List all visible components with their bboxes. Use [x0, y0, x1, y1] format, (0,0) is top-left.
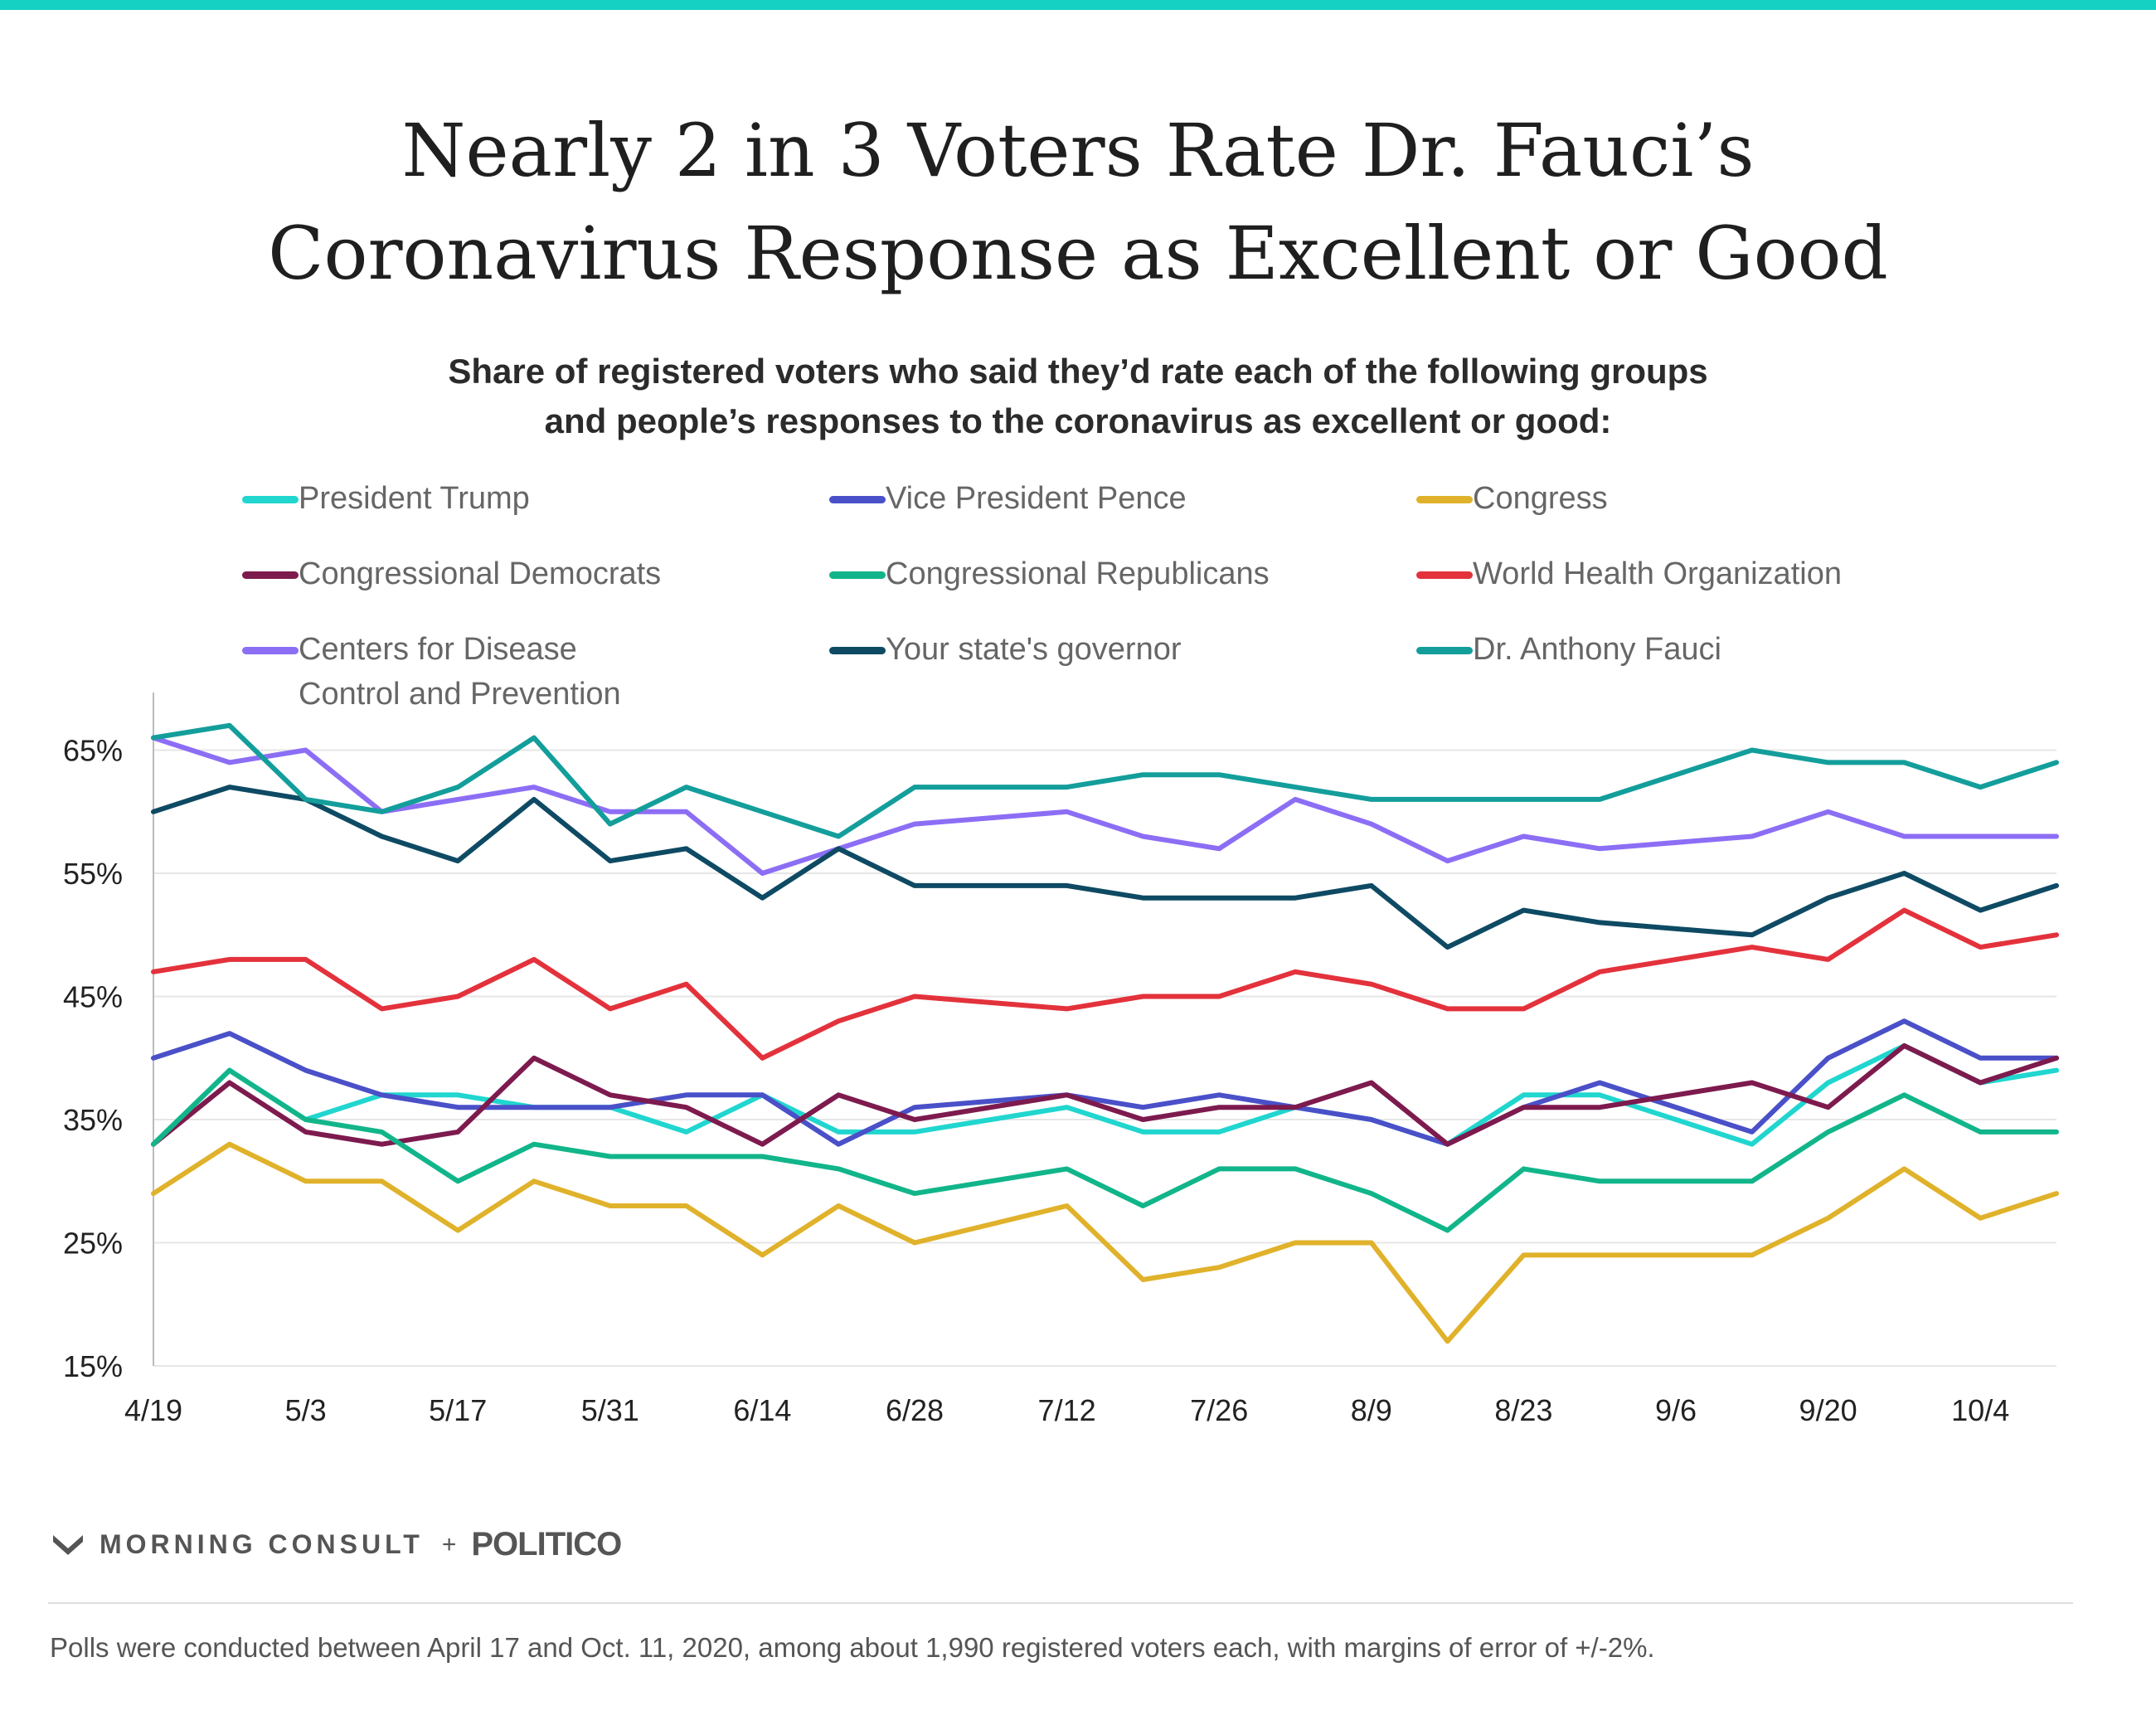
legend-label: Congressional Republicans	[886, 556, 1270, 591]
series-line-4	[151, 1067, 2059, 1233]
series-line-3	[151, 1042, 2059, 1147]
title-line-1: Nearly 2 in 3 Voters Rate Dr. Fauci’s	[401, 108, 1755, 193]
x-tick-label: 6/14	[733, 1393, 791, 1427]
x-tick-label: 5/31	[581, 1393, 639, 1427]
series-line-8	[151, 722, 2059, 839]
footnote: Polls were conducted between April 17 an…	[50, 1632, 1655, 1663]
legend-item-congress: Congress	[1416, 476, 1608, 521]
chart-subtitle: Share of registered voters who said they…	[0, 347, 2156, 446]
x-tick-label: 5/3	[285, 1393, 327, 1427]
legend-swatch	[242, 647, 299, 654]
x-axis-ticks: 4/19 5/3 5/17 5/31 6/14 6/28 7/12 7/26 8/9 8/23 9/…	[124, 1393, 2009, 1427]
y-axis-ticks: 15% 25% 35% 45% 55% 65%	[63, 734, 123, 1384]
x-tick-label: 5/17	[429, 1393, 487, 1427]
legend-label: Centers for Disease Control and Preventi…	[299, 632, 621, 712]
x-tick-label: 7/26	[1190, 1393, 1248, 1427]
x-tick-label: 7/12	[1038, 1393, 1096, 1427]
y-tick-label: 25%	[63, 1227, 123, 1261]
y-tick-label: 45%	[63, 980, 123, 1014]
title-line-2: Coronavirus Response as Excellent or Goo…	[268, 211, 1888, 296]
legend-swatch	[242, 496, 299, 503]
legend-item-trump: President Trump	[242, 476, 530, 521]
morning-consult-wordmark: MORNING CONSULT	[100, 1529, 424, 1559]
legend-swatch	[1416, 571, 1473, 579]
series-line-2	[151, 1141, 2059, 1344]
legend-item-governor: Your state's governor	[829, 627, 1182, 672]
politico-wordmark: POLITICO	[471, 1526, 622, 1562]
brand-footer: MORNING CONSULT + POLITICO	[51, 1526, 622, 1563]
legend-label: World Health Organization	[1473, 556, 1842, 591]
legend-item-republicans: Congressional Republicans	[829, 552, 1270, 596]
series-line-6	[151, 735, 2059, 876]
legend-item-cdc: Centers for Disease Control and Preventi…	[242, 627, 663, 717]
top-accent-bar	[0, 0, 2156, 10]
y-tick-label: 35%	[63, 1103, 123, 1137]
series-line-5	[151, 907, 2059, 1061]
chart-title: Nearly 2 in 3 Voters Rate Dr. Fauci’s Co…	[0, 100, 2156, 305]
series-lines	[151, 722, 2059, 1344]
morning-consult-logo-icon	[53, 1534, 83, 1555]
footer-divider	[48, 1602, 2073, 1604]
x-tick-label: 9/6	[1655, 1393, 1697, 1427]
x-tick-label: 9/20	[1799, 1393, 1857, 1427]
legend-item-democrats: Congressional Democrats	[242, 552, 661, 596]
legend-item-fauci: Dr. Anthony Fauci	[1416, 627, 1721, 672]
y-tick-label: 65%	[63, 734, 123, 768]
legend-swatch	[1416, 647, 1473, 654]
legend-item-pence: Vice President Pence	[829, 476, 1187, 521]
legend-swatch	[829, 571, 886, 579]
legend-label: Dr. Anthony Fauci	[1473, 632, 1721, 667]
legend-label: President Trump	[299, 481, 530, 516]
x-tick-label: 8/9	[1351, 1393, 1392, 1427]
legend-swatch	[829, 496, 886, 503]
line-chart: 15% 25% 35% 45% 55% 65% 4/19 5/3 5/17 5/31 6/14 6/…	[63, 692, 2059, 1427]
y-tick-label: 55%	[63, 857, 123, 891]
series-line-1	[151, 1018, 2059, 1147]
subtitle-line-1: Share of registered voters who said they…	[448, 352, 1708, 391]
legend-label: Your state's governor	[886, 632, 1182, 667]
series-line-7	[151, 785, 2059, 950]
legend-swatch	[242, 571, 299, 579]
legend-label: Congressional Democrats	[299, 556, 662, 591]
legend-item-who: World Health Organization	[1416, 552, 1842, 596]
x-tick-label: 8/23	[1494, 1393, 1552, 1427]
gridlines	[153, 692, 2056, 1367]
x-tick-label: 4/19	[124, 1393, 182, 1427]
legend-label: Congress	[1473, 481, 1608, 516]
legend-swatch	[1416, 496, 1473, 503]
x-tick-label: 10/4	[1951, 1393, 2009, 1427]
series-line-0	[151, 1042, 2059, 1147]
legend-swatch	[829, 647, 886, 654]
y-tick-label: 15%	[63, 1349, 123, 1383]
x-tick-label: 6/28	[886, 1393, 944, 1427]
brand-plus: +	[441, 1530, 457, 1558]
subtitle-line-2: and people’s responses to the coronaviru…	[544, 401, 1612, 440]
legend-label: Vice President Pence	[886, 481, 1187, 516]
